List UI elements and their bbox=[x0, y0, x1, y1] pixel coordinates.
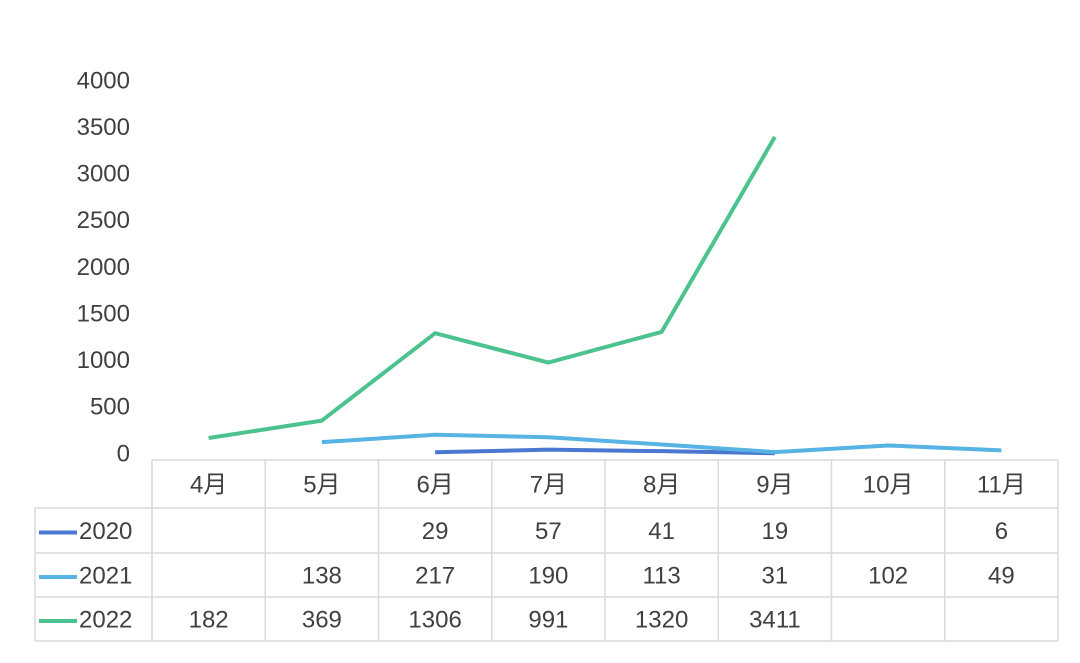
y-tick-label: 4000 bbox=[77, 67, 130, 94]
y-tick-label: 3500 bbox=[77, 114, 130, 141]
table-value: 49 bbox=[988, 562, 1015, 589]
legend-label: 2021 bbox=[79, 562, 132, 589]
table-value: 217 bbox=[415, 562, 455, 589]
x-tick-label: 11月 bbox=[977, 471, 1026, 498]
x-tick-label: 9月 bbox=[756, 471, 793, 498]
y-tick-label: 1000 bbox=[77, 347, 130, 374]
table-value: 31 bbox=[762, 562, 789, 589]
table-value: 3411 bbox=[749, 606, 801, 633]
table-value: 182 bbox=[189, 606, 229, 633]
table-value: 369 bbox=[302, 606, 342, 633]
table-value: 113 bbox=[642, 562, 680, 589]
y-tick-label: 3000 bbox=[77, 161, 130, 188]
x-tick-label: 8月 bbox=[643, 471, 680, 498]
table-value: 19 bbox=[762, 518, 789, 545]
series-line bbox=[208, 135, 777, 441]
series-line bbox=[435, 450, 1001, 455]
table-value: 6 bbox=[995, 518, 1008, 545]
y-tick-label: 500 bbox=[90, 394, 130, 421]
x-tick-label: 7月 bbox=[530, 471, 567, 498]
y-tick-label: 1500 bbox=[77, 300, 130, 327]
table-value: 190 bbox=[528, 562, 568, 589]
series-line bbox=[321, 432, 1002, 455]
y-tick-label: 2000 bbox=[77, 254, 130, 281]
x-tick-label: 10月 bbox=[863, 471, 914, 498]
table-value: 138 bbox=[302, 562, 342, 589]
legend-label: 2020 bbox=[79, 518, 132, 545]
table-value: 991 bbox=[528, 606, 568, 633]
y-tick-label: 0 bbox=[117, 440, 130, 467]
x-tick-label: 6月 bbox=[416, 471, 453, 498]
y-tick-label: 2500 bbox=[77, 207, 130, 234]
table-value: 57 bbox=[535, 518, 562, 545]
table-value: 29 bbox=[422, 518, 449, 545]
legend-label: 2022 bbox=[79, 606, 132, 633]
table-value: 102 bbox=[868, 562, 908, 589]
table-value: 41 bbox=[648, 518, 675, 545]
table-value: 1320 bbox=[635, 606, 688, 633]
table-value: 1306 bbox=[408, 606, 461, 633]
x-tick-label: 5月 bbox=[303, 471, 340, 498]
x-tick-label: 4月 bbox=[190, 471, 227, 498]
